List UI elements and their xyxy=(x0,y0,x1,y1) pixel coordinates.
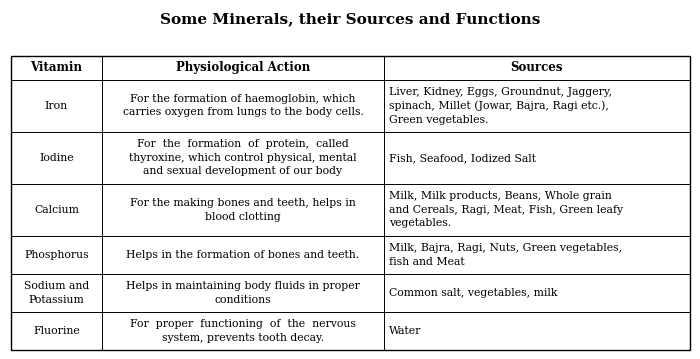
Text: For  the  formation  of  protein,  called
thyroxine, which control physical, men: For the formation of protein, called thy… xyxy=(130,139,357,176)
Text: Fluorine: Fluorine xyxy=(33,326,80,336)
Text: Sodium and
Potassium: Sodium and Potassium xyxy=(24,281,89,305)
Text: Some Minerals, their Sources and Functions: Some Minerals, their Sources and Functio… xyxy=(160,13,540,27)
Text: Common salt, vegetables, milk: Common salt, vegetables, milk xyxy=(389,288,557,298)
Text: For  proper  functioning  of  the  nervous
system, prevents tooth decay.: For proper functioning of the nervous sy… xyxy=(130,319,356,343)
Text: For the making bones and teeth, helps in
blood clotting: For the making bones and teeth, helps in… xyxy=(130,198,356,222)
Text: Vitamin: Vitamin xyxy=(30,61,83,74)
Text: Fish, Seafood, Iodized Salt: Fish, Seafood, Iodized Salt xyxy=(389,153,536,163)
Text: Iron: Iron xyxy=(45,101,68,111)
Text: For the formation of haemoglobin, which
carries oxygen from lungs to the body ce: For the formation of haemoglobin, which … xyxy=(122,94,363,117)
Text: Physiological Action: Physiological Action xyxy=(176,61,310,74)
Text: Milk, Milk products, Beans, Whole grain
and Cereals, Ragi, Meat, Fish, Green lea: Milk, Milk products, Beans, Whole grain … xyxy=(389,191,623,228)
Text: Helps in the formation of bones and teeth.: Helps in the formation of bones and teet… xyxy=(127,250,360,260)
Text: Helps in maintaining body fluids in proper
conditions: Helps in maintaining body fluids in prop… xyxy=(126,281,360,305)
Text: Liver, Kidney, Eggs, Groundnut, Jaggery,
spinach, Millet (Jowar, Bajra, Ragi etc: Liver, Kidney, Eggs, Groundnut, Jaggery,… xyxy=(389,87,612,125)
Text: Phosphorus: Phosphorus xyxy=(24,250,89,260)
Text: Milk, Bajra, Ragi, Nuts, Green vegetables,
fish and Meat: Milk, Bajra, Ragi, Nuts, Green vegetable… xyxy=(389,243,622,267)
Text: Sources: Sources xyxy=(510,61,563,74)
Text: Iodine: Iodine xyxy=(39,153,74,163)
Text: Water: Water xyxy=(389,326,421,336)
Text: Calcium: Calcium xyxy=(34,205,79,215)
